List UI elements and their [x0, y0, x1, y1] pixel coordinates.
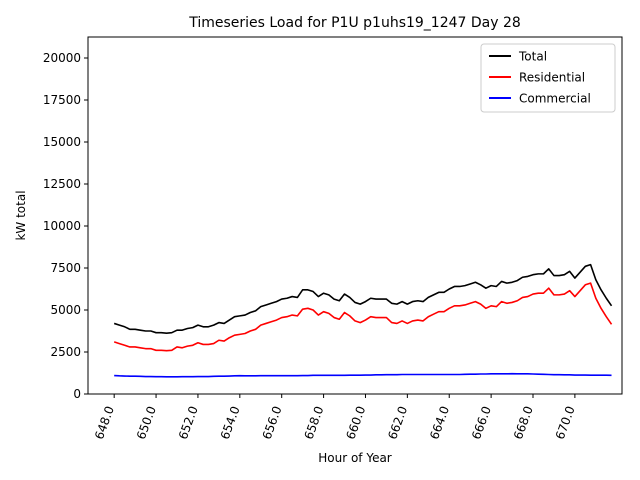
- legend-label-total: Total: [518, 50, 547, 64]
- series-layer: [113, 263, 613, 378]
- y-tick-label: 2500: [50, 345, 81, 359]
- legend-label-commercial: Commercial: [519, 92, 591, 106]
- plot-frame: [87, 36, 623, 395]
- series-line-commercial: [114, 372, 612, 378]
- x-axis-label: Hour of Year: [318, 451, 392, 465]
- y-tick-label: 7500: [50, 261, 81, 275]
- legend-label-residential: Residential: [519, 71, 585, 85]
- legend: Total Residential Commercial: [480, 43, 616, 113]
- y-axis: 0 2500 5000 7500 10000 12500 15000 17500 20000: [43, 51, 88, 401]
- legend-box: [480, 43, 616, 113]
- y-tick-label: 10000: [43, 219, 81, 233]
- series-line-residential: [113, 282, 613, 352]
- y-tick-label: 20000: [43, 51, 81, 65]
- y-tick-label: 12500: [43, 177, 81, 191]
- y-tick-label: 15000: [43, 135, 81, 149]
- y-tick-label: 0: [73, 387, 81, 401]
- chart-title: Timeseries Load for P1U p1uhs19_1247 Day…: [188, 15, 521, 31]
- series-line-total: [113, 263, 613, 334]
- y-tick-label: 17500: [43, 93, 81, 107]
- y-axis-label: kW total: [14, 190, 28, 240]
- y-tick-label: 5000: [50, 303, 81, 317]
